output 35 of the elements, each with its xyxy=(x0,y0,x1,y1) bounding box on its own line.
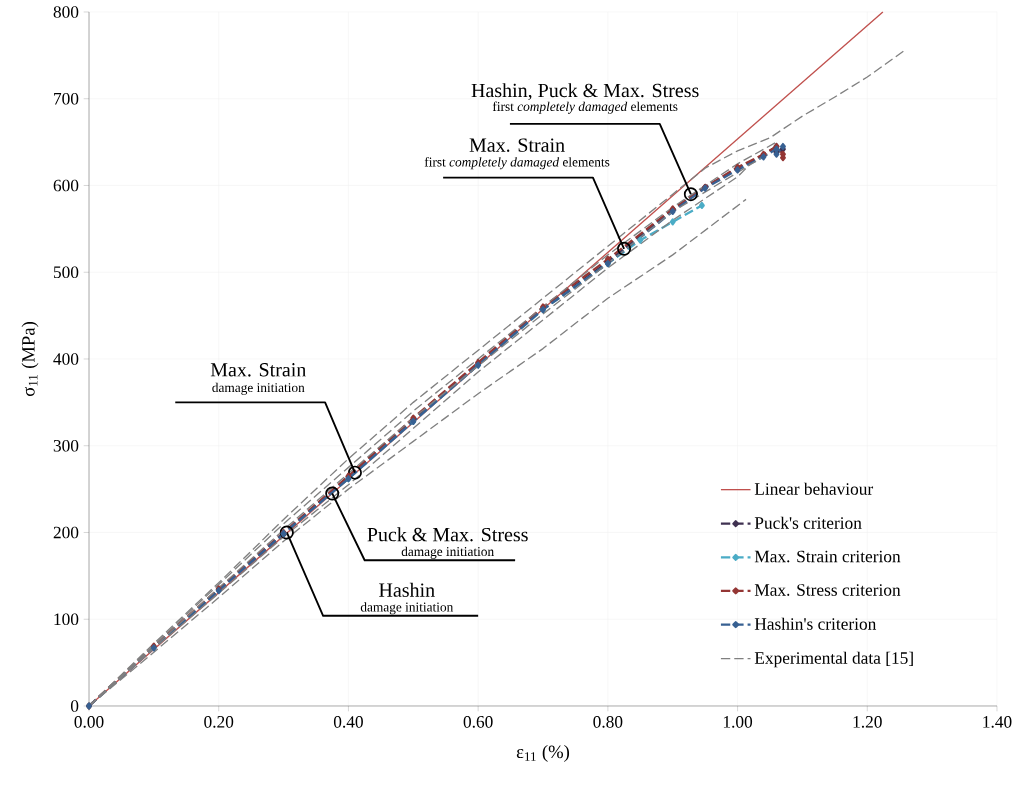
y-tick-label: 300 xyxy=(53,439,79,452)
legend-label: Linear behaviour xyxy=(754,482,874,495)
annotation: Max. Strain xyxy=(469,138,565,152)
y-tick-label: 200 xyxy=(53,526,79,539)
y-tick-label: 800 xyxy=(53,6,79,18)
x-tick-label: 0.80 xyxy=(593,716,623,728)
x-axis-title: ε$_{11}$ (%) xyxy=(516,744,570,762)
legend-label: Max. Strain criterion xyxy=(754,550,901,563)
annotation: first completely damaged elements xyxy=(492,101,678,114)
x-tick-label: 1.20 xyxy=(853,716,882,728)
y-tick-label: 600 xyxy=(53,179,79,192)
legend-label: Hashin's criterion xyxy=(754,617,877,630)
y-tick-label: 0 xyxy=(70,700,79,712)
annotation: Hashin xyxy=(379,582,435,597)
x-tick-label: 1.40 xyxy=(983,716,1012,728)
x-tick-label: 0.20 xyxy=(204,716,234,728)
annotation: damage initiation xyxy=(212,382,305,395)
annotation: first completely damaged elements xyxy=(424,157,610,170)
y-tick-label: 100 xyxy=(54,613,79,626)
y-tick-label: 400 xyxy=(53,353,79,365)
y-tick-label: 700 xyxy=(54,92,79,105)
x-tick-label: 0.40 xyxy=(333,716,363,728)
legend-label: Puck's criterion xyxy=(754,516,862,529)
annotation: Puck & Max. Stress xyxy=(367,527,528,542)
y-axis-title: σ$_{11}$ (MPa) xyxy=(21,321,39,397)
legend-label: Experimental data [15] xyxy=(754,651,913,668)
annotation: Max. Strain xyxy=(210,363,307,377)
x-tick-label: 0.00 xyxy=(74,716,104,728)
x-tick-label: 1.00 xyxy=(723,716,753,728)
annotation: Hashin, Puck & Max. Stress xyxy=(471,83,699,101)
annotation: damage initiation xyxy=(401,546,494,559)
x-tick-label: 0.60 xyxy=(463,716,493,728)
annotation: damage initiation xyxy=(360,602,454,615)
y-tick-label: 500 xyxy=(53,266,79,279)
legend-label: Max. Stress criterion xyxy=(754,584,901,596)
